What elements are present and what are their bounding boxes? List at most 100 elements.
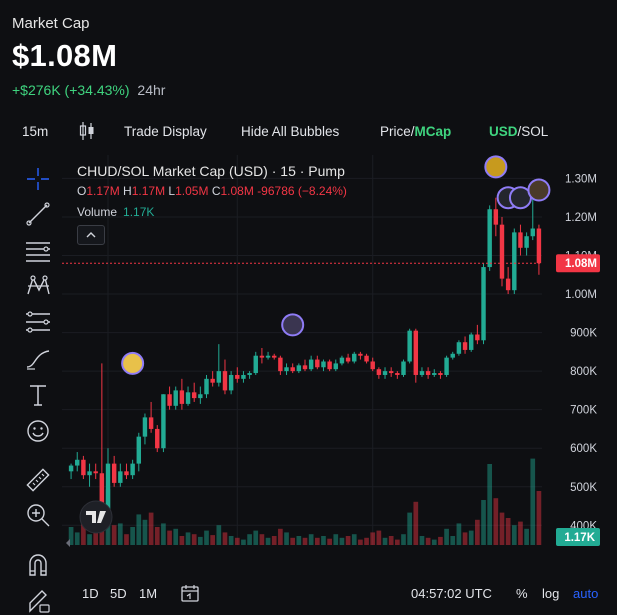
candle-body bbox=[395, 373, 400, 375]
brush-icon[interactable] bbox=[24, 345, 52, 373]
candle-body bbox=[450, 353, 455, 358]
magnet-icon[interactable] bbox=[24, 551, 52, 579]
time-axis-label: 8 bbox=[369, 553, 376, 555]
volume-bar bbox=[185, 532, 191, 545]
ruler-icon[interactable] bbox=[24, 466, 52, 494]
volume-bar bbox=[259, 534, 265, 545]
trade-bubble-avatar[interactable] bbox=[281, 313, 305, 337]
candle-body bbox=[278, 357, 283, 372]
volume-bar bbox=[524, 528, 529, 545]
candle-body bbox=[198, 394, 203, 399]
volume-bar bbox=[370, 532, 376, 545]
volume-bar bbox=[191, 534, 197, 545]
interval-button[interactable]: 15m bbox=[22, 124, 49, 139]
current-volume-label: 1.17K bbox=[564, 532, 595, 544]
collapse-legend-button[interactable] bbox=[77, 225, 105, 245]
price-axis-label: 700K bbox=[570, 405, 597, 417]
volume-bar bbox=[388, 536, 394, 545]
calendar-icon bbox=[181, 585, 199, 602]
candle-body bbox=[321, 361, 326, 368]
volume-bar bbox=[518, 521, 523, 545]
volume-bar bbox=[308, 534, 314, 545]
zoom-in-icon[interactable] bbox=[24, 501, 52, 529]
usd-option: USD bbox=[489, 124, 518, 139]
volume-bar bbox=[142, 519, 148, 545]
volume-bar bbox=[468, 530, 474, 545]
volume-bar bbox=[81, 518, 86, 545]
price-axis-label: 500K bbox=[570, 482, 597, 494]
trade-display-button[interactable]: Trade Display bbox=[124, 124, 207, 139]
volume-bar bbox=[481, 500, 486, 545]
scroll-left-icon[interactable] bbox=[66, 539, 70, 547]
price-mcap-toggle[interactable]: Price/MCap bbox=[380, 124, 451, 139]
volume-bar bbox=[314, 537, 320, 545]
volume-bar bbox=[241, 539, 246, 545]
drawing-toolbar bbox=[0, 155, 62, 613]
price-axis-label: 1.30M bbox=[565, 173, 597, 185]
percent-scale-button[interactable]: % bbox=[516, 586, 528, 601]
candle-type-button[interactable] bbox=[78, 121, 96, 144]
volume-bar bbox=[130, 527, 135, 545]
candle-body bbox=[253, 355, 258, 374]
volume-bar bbox=[487, 464, 493, 545]
usd-sol-toggle[interactable]: USD/SOL bbox=[489, 124, 548, 139]
candle-change: -96786 (−8.24%) bbox=[257, 184, 347, 198]
volume-bar bbox=[296, 536, 302, 545]
low-key: L bbox=[168, 184, 176, 198]
candle-body bbox=[358, 353, 363, 356]
candle-body bbox=[75, 459, 80, 466]
goto-date-button[interactable] bbox=[179, 582, 201, 607]
utc-clock[interactable]: 04:57:02 UTC bbox=[411, 586, 492, 601]
text-tool-icon[interactable] bbox=[24, 381, 52, 409]
volume-bar bbox=[333, 534, 339, 545]
trend-line-icon[interactable] bbox=[24, 200, 52, 228]
candle-body bbox=[241, 374, 246, 379]
trade-bubble-avatar[interactable] bbox=[484, 155, 508, 179]
emoji-icon[interactable] bbox=[24, 417, 52, 445]
volume-bar bbox=[413, 501, 419, 545]
candle-body bbox=[382, 371, 388, 375]
candle-body bbox=[444, 357, 449, 375]
volume-bar bbox=[68, 527, 74, 545]
volume-bar bbox=[271, 536, 277, 545]
volume-bar bbox=[511, 525, 517, 545]
candle-body bbox=[296, 365, 302, 372]
volume-bar bbox=[290, 537, 296, 545]
volume-bar bbox=[493, 498, 499, 545]
bottom-toolbar: 1D 5D 1M 04:57:02 UTC % log auto bbox=[0, 578, 617, 608]
candlestick-icon bbox=[79, 122, 94, 140]
volume-bar bbox=[327, 538, 332, 545]
candle-body bbox=[339, 357, 345, 364]
horizontal-lines-icon[interactable] bbox=[24, 237, 52, 265]
crosshair-icon[interactable] bbox=[24, 165, 52, 193]
volume-value: 1.17K bbox=[123, 205, 155, 219]
volume-bar bbox=[265, 537, 271, 545]
fib-channel-icon[interactable] bbox=[24, 308, 52, 336]
volume-bar bbox=[234, 537, 240, 545]
hide-bubbles-button[interactable]: Hide All Bubbles bbox=[241, 124, 340, 139]
range-1d-button[interactable]: 1D bbox=[82, 586, 99, 601]
range-5d-button[interactable]: 5D bbox=[110, 586, 127, 601]
candle-body bbox=[530, 228, 535, 237]
pattern-icon[interactable] bbox=[24, 272, 52, 300]
volume-bar bbox=[111, 525, 117, 545]
log-scale-button[interactable]: log bbox=[542, 586, 560, 601]
volume-label: Volume bbox=[77, 205, 118, 219]
trade-bubble-avatar[interactable] bbox=[121, 351, 145, 375]
market-cap-chart[interactable]: 1.30M1.20M1.10M1.00M900K800K700K600K500K… bbox=[62, 155, 617, 555]
auto-scale-button[interactable]: auto bbox=[573, 586, 599, 601]
candle-body bbox=[505, 278, 511, 291]
candle-body bbox=[493, 209, 499, 225]
volume-bar bbox=[210, 535, 216, 545]
volume-bar bbox=[530, 458, 536, 545]
candle-body bbox=[302, 365, 308, 370]
range-1m-button[interactable]: 1M bbox=[139, 586, 158, 601]
trade-bubble-avatar[interactable] bbox=[527, 178, 551, 202]
volume-bar bbox=[167, 530, 172, 545]
volume-bar bbox=[499, 512, 505, 545]
volume-bar bbox=[154, 527, 160, 545]
candle-body bbox=[136, 436, 142, 464]
candle-body bbox=[370, 361, 375, 370]
candle-body bbox=[191, 392, 197, 399]
volume-bar bbox=[358, 539, 363, 545]
